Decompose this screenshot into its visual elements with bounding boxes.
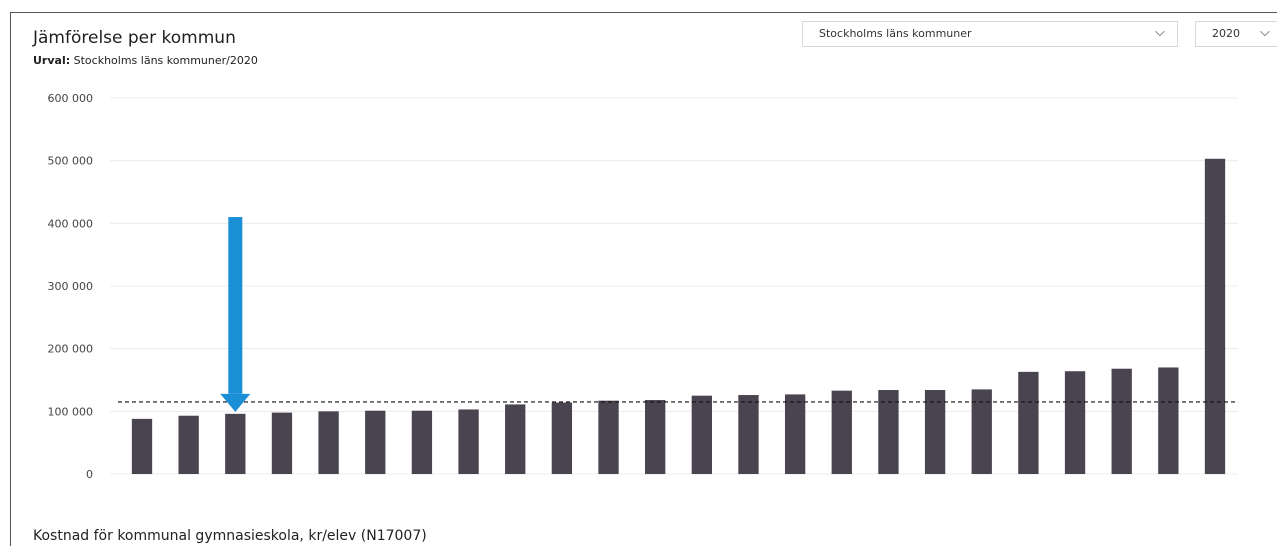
bar (598, 400, 619, 474)
y-tick-label: 300 000 (48, 280, 94, 293)
year-select-value: 2020 (1212, 27, 1240, 40)
bar (271, 412, 293, 474)
bar (784, 394, 806, 474)
y-tick-label: 500 000 (48, 155, 94, 168)
bar (645, 400, 666, 474)
bar-chart: 0 100 000 200 000 300 000 400 000 500 000 600 … (48, 92, 1238, 481)
bar (971, 389, 992, 474)
chevron-down-icon: ⌵ (1260, 25, 1270, 40)
y-tick-label: 400 000 (48, 217, 94, 230)
y-tick-label: 0 (86, 468, 93, 481)
selection-subtitle: Urval: Stockholms läns kommuner/2020 (33, 54, 258, 67)
bar (738, 395, 759, 474)
bar (1158, 367, 1179, 474)
measure-label: Kostnad för kommunal gymnasieskola, kr/e… (33, 528, 427, 544)
selection-label: Urval: (33, 54, 71, 67)
bar (878, 390, 899, 474)
bar (691, 395, 712, 474)
bar (551, 402, 573, 474)
bar (411, 410, 433, 474)
bar (1018, 371, 1039, 474)
bar (458, 409, 479, 474)
bar (365, 410, 386, 474)
region-select-value: Stockholms läns kommuner (819, 27, 972, 40)
bar (1111, 368, 1132, 474)
page-title: Jämförelse per kommun (33, 28, 236, 48)
bar (831, 390, 852, 474)
bar (131, 418, 153, 474)
y-tick-label: 100 000 (48, 405, 94, 418)
y-tick-label: 200 000 (48, 343, 94, 356)
selection-value: Stockholms läns kommuner/2020 (73, 54, 258, 67)
bar (1064, 371, 1086, 474)
arrow-down-icon (220, 393, 251, 412)
year-select[interactable]: 2020 ⌵ (1195, 21, 1277, 47)
bar (505, 404, 526, 474)
bar (318, 411, 339, 474)
bar (924, 390, 946, 474)
highlight-arrow-shaft (228, 217, 243, 394)
bar (225, 413, 246, 474)
y-tick-label: 600 000 (48, 92, 94, 105)
bar (1204, 158, 1226, 474)
region-select[interactable]: Stockholms läns kommuner ⌵ (802, 21, 1178, 47)
chevron-down-icon: ⌵ (1155, 25, 1165, 40)
bar (178, 415, 199, 474)
